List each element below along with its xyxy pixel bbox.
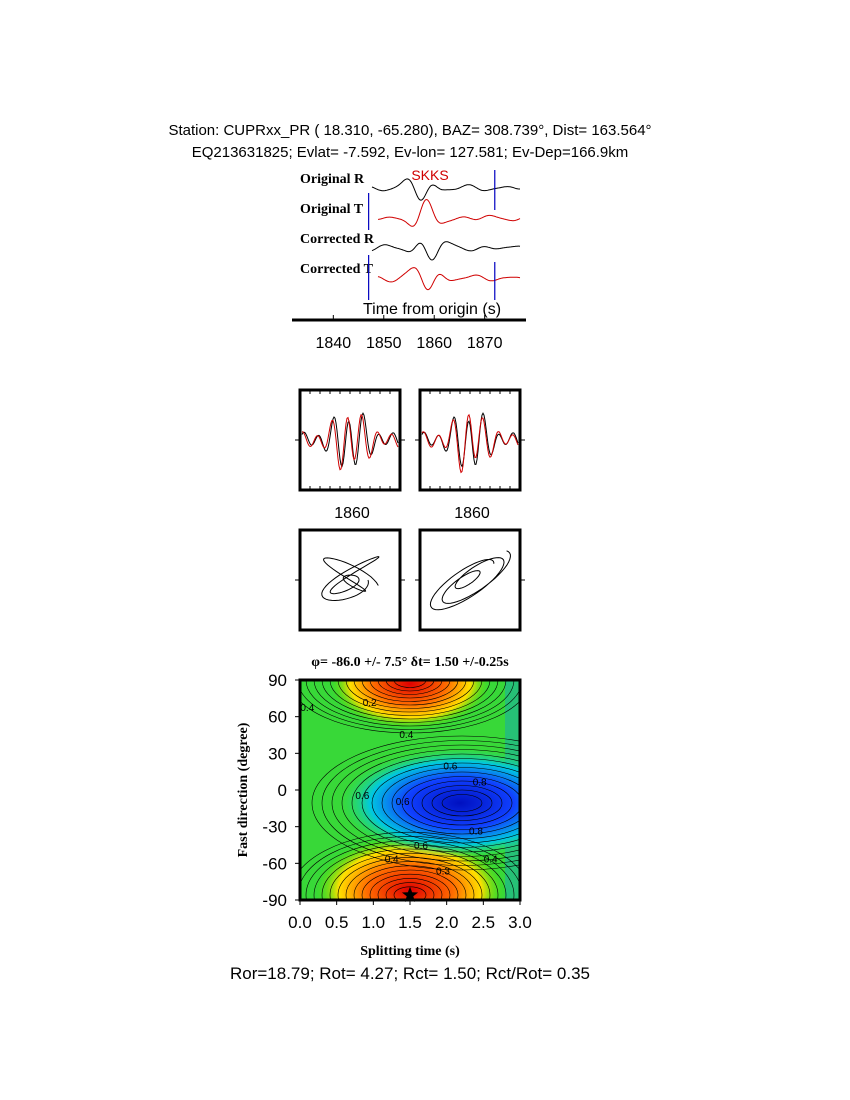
x-tick-label: 1860	[334, 505, 370, 522]
x-tick-label: 2.5	[472, 913, 496, 932]
contour	[345, 680, 475, 709]
particle-motion	[429, 550, 511, 611]
contour	[391, 771, 520, 835]
contour	[369, 873, 451, 900]
contour-label: 0.8	[469, 826, 483, 837]
x-tick-label: 0.0	[288, 913, 312, 932]
contour-label: 0.6	[396, 797, 410, 808]
contour-label: 0.4	[385, 854, 399, 865]
y-tick-label: 0	[278, 781, 287, 800]
y-tick-label: -60	[262, 854, 287, 873]
contour-label: 0.3	[436, 867, 450, 878]
trace-xlabel: Time from origin (s)	[363, 301, 501, 318]
trace-label: Corrected T	[300, 262, 374, 277]
contour-label: 0.2	[363, 698, 377, 709]
contour	[441, 794, 483, 812]
trace-wave	[377, 199, 521, 227]
phase-label: SKKS	[411, 167, 448, 183]
contour	[385, 882, 435, 900]
contour-label: 0.6	[355, 791, 369, 802]
contour	[341, 749, 520, 857]
contour	[311, 735, 520, 871]
contour	[313, 844, 507, 900]
trace-label: Original R	[300, 172, 365, 187]
contour	[361, 680, 459, 702]
footer: Ror=18.79; Rot= 4.27; Rct= 1.50; Rct/Rot…	[230, 964, 590, 983]
contour	[313, 680, 507, 723]
contour	[353, 680, 467, 706]
contour	[329, 680, 491, 716]
contour	[377, 878, 443, 900]
contour	[300, 831, 520, 871]
map-title: φ= -86.0 +/- 7.5° δt= 1.50 +/-0.25s	[311, 655, 509, 670]
energy-map: 0.4 0.2 0.4 0.6 0.8 0.6 0.6 0.8 0.6 0.4 0.3 0.4	[300, 680, 520, 900]
station-line: Station: CUPRxx_PR ( 18.310, -65.280), B…	[168, 122, 651, 139]
contour	[369, 680, 451, 699]
map-xlabel: Splitting time (s)	[360, 944, 460, 959]
contour	[377, 680, 443, 695]
x-tick-label: 2.0	[435, 913, 459, 932]
panel-wave	[301, 412, 399, 468]
best-fit-star	[401, 886, 419, 902]
contour	[401, 776, 520, 830]
contour-label: 0.4	[300, 703, 314, 714]
contour-label: 0.4	[484, 854, 498, 865]
panel-wave	[301, 414, 399, 471]
contour	[393, 680, 427, 688]
contour	[361, 869, 459, 900]
y-tick-label: 90	[268, 671, 287, 690]
contour	[351, 753, 520, 853]
y-tick-label: -30	[262, 818, 287, 837]
x-tick-label: 1840	[316, 335, 352, 352]
event-line: EQ213631825; Evlat= -7.592, Ev-lon= 127.…	[192, 144, 629, 161]
x-tick-label: 3.0	[508, 913, 532, 932]
x-tick-label: 1860	[454, 505, 490, 522]
contour	[421, 785, 503, 821]
contour	[411, 780, 513, 826]
trace-wave	[371, 241, 521, 261]
y-tick-label: -90	[262, 891, 287, 910]
trace-label: Original T	[300, 202, 364, 217]
y-tick-label: 30	[268, 744, 287, 763]
x-tick-label: 1870	[467, 335, 503, 352]
contour	[337, 680, 483, 713]
contour	[321, 740, 520, 866]
x-tick-label: 0.5	[325, 913, 349, 932]
contour	[305, 680, 515, 727]
x-tick-label: 1.0	[362, 913, 386, 932]
contour	[321, 680, 499, 720]
map-ylabel: Fast direction (degree)	[236, 722, 251, 857]
contour-label: 0.4	[399, 730, 413, 741]
panel-frame	[418, 528, 522, 632]
x-tick-label: 1850	[366, 335, 402, 352]
contour	[300, 700, 520, 734]
trace-label: Corrected R	[300, 232, 375, 247]
contour-label: 0.8	[473, 777, 487, 788]
map-high	[340, 748, 520, 858]
contour	[337, 857, 483, 900]
particle-motion	[321, 556, 380, 602]
contour	[385, 680, 435, 692]
contour	[300, 836, 520, 885]
x-tick-label: 1.5	[398, 913, 422, 932]
contour-label: 0.6	[414, 841, 428, 852]
contour	[331, 744, 520, 862]
contour-label: 0.6	[443, 762, 457, 773]
contour	[431, 789, 493, 817]
panel-wave	[421, 413, 519, 474]
contour	[300, 688, 520, 730]
contour	[305, 840, 515, 900]
trace-wave	[377, 267, 521, 291]
contour	[345, 861, 475, 900]
contour	[329, 852, 491, 900]
x-tick-label: 1860	[416, 335, 452, 352]
y-tick-label: 60	[268, 708, 287, 727]
contour	[321, 848, 499, 900]
